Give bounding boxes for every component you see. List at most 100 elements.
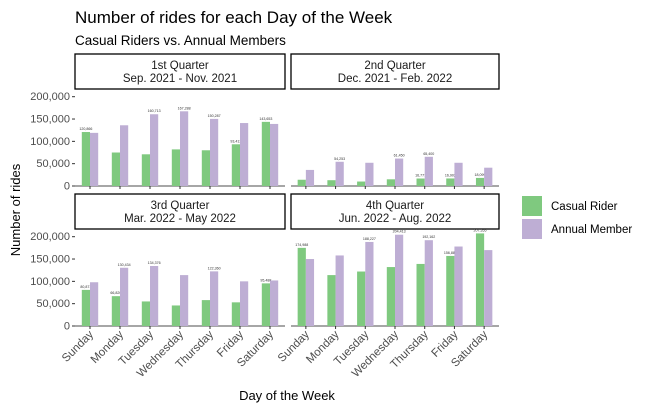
bar-casual-rider — [201, 300, 210, 326]
data-label: 150,287 — [208, 114, 221, 118]
y-tick-label: 200,000 — [30, 91, 70, 103]
bar-casual-rider — [81, 289, 90, 326]
data-label: 122,360 — [208, 266, 221, 270]
bar-casual-rider — [297, 247, 306, 326]
bar-annual-member — [365, 162, 374, 186]
bar-annual-member — [454, 162, 463, 186]
bar-annual-member — [484, 250, 493, 326]
bar-casual-rider — [111, 296, 120, 326]
bar-annual-member — [305, 259, 315, 326]
bar-casual-rider — [141, 301, 150, 326]
bar-casual-rider — [327, 275, 336, 326]
data-label: 167,288 — [178, 106, 191, 110]
data-label: 95,488 — [260, 278, 271, 282]
facet-subtitle: Jun. 2022 - Aug. 2022 — [339, 213, 452, 225]
bar-casual-rider — [357, 181, 366, 186]
data-label: 16,777 — [415, 174, 426, 178]
data-label: 65,400 — [423, 152, 434, 156]
bar-annual-member — [120, 125, 129, 186]
bar-annual-member — [454, 246, 463, 326]
bar-casual-rider — [386, 267, 395, 326]
legend-label: Annual Member — [551, 224, 632, 236]
facet-strip — [290, 193, 500, 230]
data-label: 61,450 — [394, 154, 405, 158]
y-tick-label: 50,000 — [36, 158, 70, 170]
chart-title: Number of rides for each Day of the Week — [75, 8, 393, 27]
bar-annual-member — [424, 240, 433, 326]
bar-casual-rider — [416, 263, 425, 326]
bar-casual-rider — [357, 271, 366, 326]
legend: Casual Rider Annual Member — [522, 196, 632, 239]
bar-casual-rider — [111, 152, 120, 186]
facet-title: 2nd Quarter — [364, 60, 426, 72]
data-label: 54,253 — [334, 157, 345, 161]
data-label: 120,866 — [79, 127, 92, 131]
bar-annual-member — [335, 161, 344, 186]
facet-subtitle: Mar. 2022 - May 2022 — [124, 213, 236, 225]
data-label: 143,653 — [259, 117, 272, 121]
bar-annual-member — [424, 156, 433, 186]
data-label: 204,413 — [393, 230, 406, 234]
bar-casual-rider — [327, 180, 336, 186]
bar-casual-rider — [141, 154, 150, 186]
data-label: 130,434 — [118, 263, 131, 267]
bar-casual-rider — [231, 144, 240, 186]
bar-annual-member — [395, 234, 404, 326]
bar-annual-member — [210, 271, 219, 326]
bar-annual-member — [180, 275, 189, 326]
data-label: 80,871 — [80, 285, 91, 289]
data-label: 93,413 — [230, 139, 241, 143]
bar-casual-rider — [386, 179, 395, 186]
bar-annual-member — [240, 123, 249, 186]
y-tick-label: 50,000 — [36, 298, 70, 310]
bar-annual-member — [180, 111, 189, 186]
data-label: 66,820 — [110, 291, 121, 295]
y-tick-label: 100,000 — [30, 276, 70, 288]
bar-casual-rider — [475, 177, 485, 186]
bar-annual-member — [150, 114, 159, 186]
bar-annual-member — [484, 167, 493, 186]
bar-casual-rider — [201, 150, 210, 186]
y-tick-label: 100,000 — [30, 136, 70, 148]
bar-casual-rider — [475, 233, 485, 326]
data-label: 174,988 — [295, 243, 308, 247]
facet-title: 1st Quarter — [151, 60, 209, 72]
data-label: 192,162 — [422, 235, 435, 239]
bar-annual-member — [365, 241, 374, 326]
bar-casual-rider — [261, 121, 270, 186]
legend-swatch — [522, 219, 542, 239]
y-tick-label: 200,000 — [30, 231, 70, 243]
bar-casual-rider — [81, 132, 90, 186]
x-axis-label: Day of the Week — [239, 388, 335, 403]
bar-casual-rider — [231, 302, 240, 326]
bar-annual-member — [395, 158, 404, 186]
bar-annual-member — [240, 281, 249, 326]
bar-annual-member — [120, 267, 129, 326]
data-label: 160,713 — [148, 109, 161, 113]
bar-casual-rider — [297, 179, 306, 186]
bar-annual-member — [270, 123, 279, 186]
bar-casual-rider — [171, 149, 180, 186]
legend-label: Casual Rider — [551, 201, 618, 213]
chart-subtitle: Casual Riders vs. Annual Members — [75, 33, 286, 48]
data-label: 207,355 — [474, 228, 487, 232]
bar-annual-member — [90, 282, 99, 326]
bar-casual-rider — [416, 178, 425, 186]
data-label: 16,902 — [445, 173, 456, 177]
y-tick-label: 0 — [64, 321, 70, 333]
bar-casual-rider — [171, 305, 180, 326]
legend-swatch — [522, 196, 542, 216]
data-label: 134,376 — [148, 261, 161, 265]
bar-annual-member — [335, 255, 344, 326]
bar-annual-member — [270, 280, 279, 326]
facet-subtitle: Sep. 2021 - Nov. 2021 — [123, 73, 237, 85]
bar-casual-rider — [261, 283, 270, 326]
y-tick-label: 150,000 — [30, 114, 70, 126]
facet-strip — [74, 193, 286, 230]
